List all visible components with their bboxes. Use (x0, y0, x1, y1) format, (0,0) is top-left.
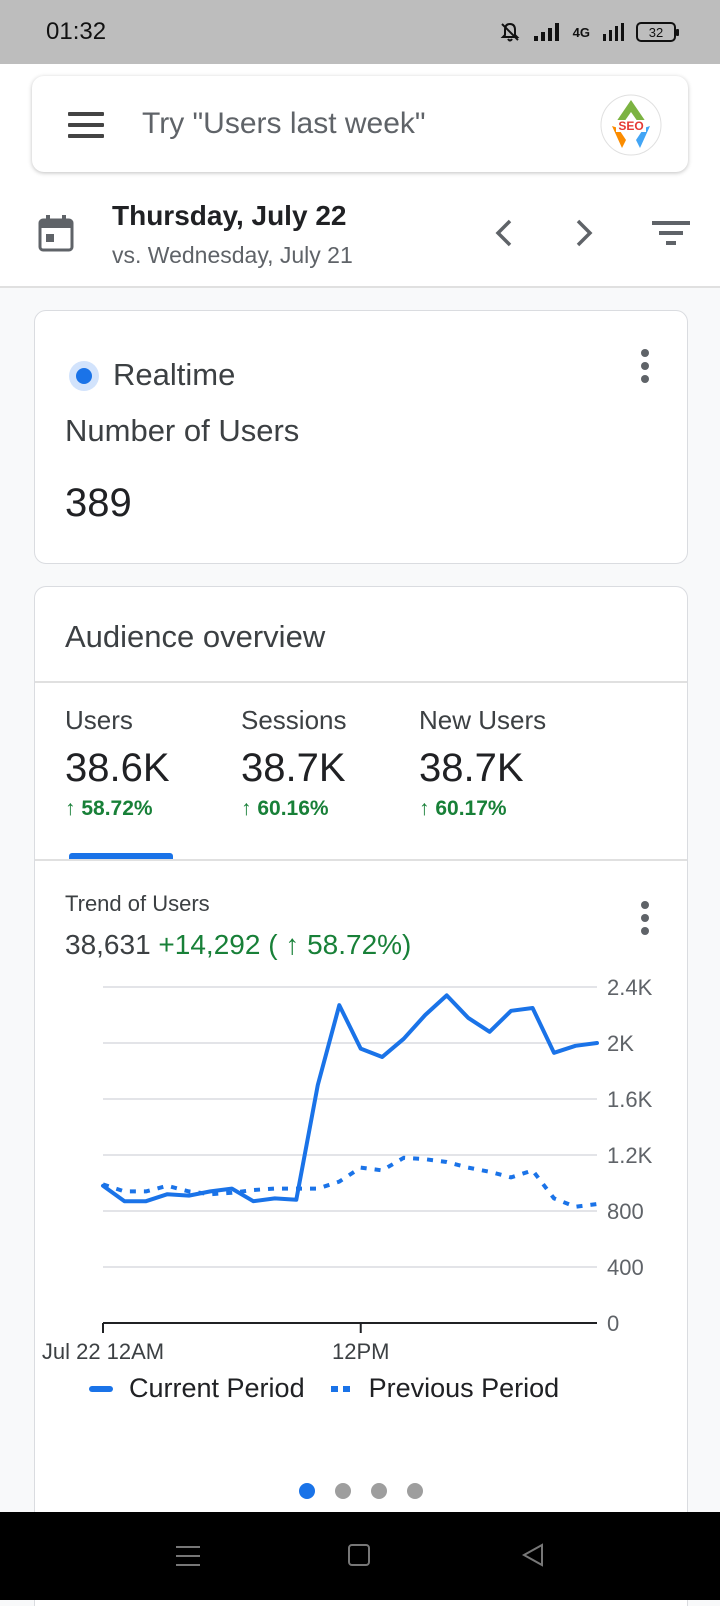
back-icon[interactable] (520, 1542, 546, 1568)
legend-current: Current Period (129, 1373, 305, 1403)
metric-tab-sessions[interactable]: Sessions 38.7K ↑ 60.16% (241, 705, 347, 821)
recent-apps-icon[interactable] (176, 1546, 200, 1566)
y-tick-label: 2.4K (607, 977, 653, 1000)
legend-solid-swatch (89, 1385, 113, 1392)
realtime-metric-value: 389 (65, 481, 132, 525)
card-title: Audience overview (65, 619, 326, 654)
chart-legend: Current Period Previous Period (89, 1373, 559, 1404)
x-tick-label: 12PM (332, 1339, 389, 1364)
search-bar[interactable]: SEO (32, 76, 688, 172)
legend-previous: Previous Period (368, 1373, 560, 1403)
filter-icon[interactable] (652, 218, 690, 248)
trend-delta: +14,292 ( ↑ 58.72%) (158, 929, 412, 960)
date-compare[interactable]: vs. Wednesday, July 21 (112, 242, 353, 268)
page-dot[interactable] (371, 1483, 387, 1499)
page-dot[interactable] (335, 1483, 351, 1499)
y-tick-label: 1.2K (607, 1143, 653, 1168)
metric-value: 38.6K (65, 746, 170, 790)
trend-label: Trend of Users (65, 891, 210, 916)
realtime-card[interactable]: Realtime Number of Users 389 (34, 310, 688, 564)
realtime-indicator-icon (69, 361, 99, 391)
status-icons: 4G 32 (499, 21, 679, 43)
status-bar: 01:32 4G 32 (0, 0, 720, 64)
y-tick-label: 0 (607, 1311, 619, 1336)
series-previous-period (102, 1155, 598, 1209)
divider (35, 859, 687, 861)
metric-label: Users (65, 705, 133, 735)
x-tick-label: Jul 22 12AM (42, 1339, 164, 1364)
metric-tab-users[interactable]: Users 38.6K ↑ 58.72% (65, 705, 170, 821)
active-tab-indicator (69, 853, 173, 859)
mute-bell-icon (500, 22, 520, 42)
seo-logo-avatar[interactable]: SEO (600, 94, 662, 156)
metric-change: ↑ 58.72% (65, 797, 153, 820)
metric-value: 38.7K (419, 746, 524, 790)
realtime-label: Realtime (113, 357, 236, 392)
audience-overview-card: Audience overview Users 38.6K ↑ 58.72% S… (34, 586, 688, 1606)
seo-logo-text: SEO (618, 119, 643, 133)
network-type: 4G (572, 24, 590, 40)
page-dot[interactable] (407, 1483, 423, 1499)
search-input[interactable] (140, 102, 580, 146)
signal-icon (533, 23, 559, 41)
menu-icon[interactable] (68, 112, 104, 138)
realtime-metric-label: Number of Users (65, 413, 300, 448)
y-tick-label: 1.6K (607, 1087, 653, 1112)
metric-change: ↑ 60.17% (419, 797, 507, 820)
metric-label: New Users (419, 705, 547, 735)
app-header: SEO Thursday, July 22 vs. Wednesday, Jul… (0, 64, 720, 288)
status-time: 01:32 (46, 18, 107, 45)
users-trend-chart[interactable]: 0 400 800 1.2K 1.6K 2K 2.4K Jul 22 12AM 12PM (35, 977, 687, 1377)
more-vert-icon[interactable] (639, 901, 651, 937)
more-vert-icon[interactable] (639, 349, 651, 385)
trend-total: 38,631 (65, 929, 151, 960)
metric-tab-new-users[interactable]: New Users 38.7K ↑ 60.17% (419, 705, 546, 821)
page-indicator[interactable] (299, 1483, 423, 1499)
chevron-right-icon[interactable] (568, 216, 600, 250)
series-current-period (101, 993, 599, 1204)
metric-label: Sessions (241, 705, 347, 735)
system-nav-bar (0, 1512, 720, 1600)
calendar-icon[interactable] (38, 214, 74, 252)
battery-icon: 32 (636, 22, 679, 42)
signal-4g-icon (603, 23, 624, 41)
metric-value: 38.7K (241, 746, 346, 790)
home-icon[interactable] (348, 1544, 370, 1566)
metric-change: ↑ 60.16% (241, 797, 329, 820)
legend-dashed-swatch (330, 1385, 353, 1392)
y-tick-label: 400 (607, 1255, 644, 1280)
divider (35, 681, 687, 683)
chevron-left-icon[interactable] (488, 216, 520, 250)
trend-summary: 38,631 +14,292 ( ↑ 58.72%) (65, 929, 411, 961)
y-tick-label: 2K (607, 1031, 634, 1056)
date-title[interactable]: Thursday, July 22 (112, 200, 347, 231)
y-tick-label: 800 (607, 1199, 644, 1224)
battery-level: 32 (648, 24, 664, 40)
date-selector: Thursday, July 22 vs. Wednesday, July 21 (0, 192, 720, 288)
page-dot[interactable] (299, 1483, 315, 1499)
